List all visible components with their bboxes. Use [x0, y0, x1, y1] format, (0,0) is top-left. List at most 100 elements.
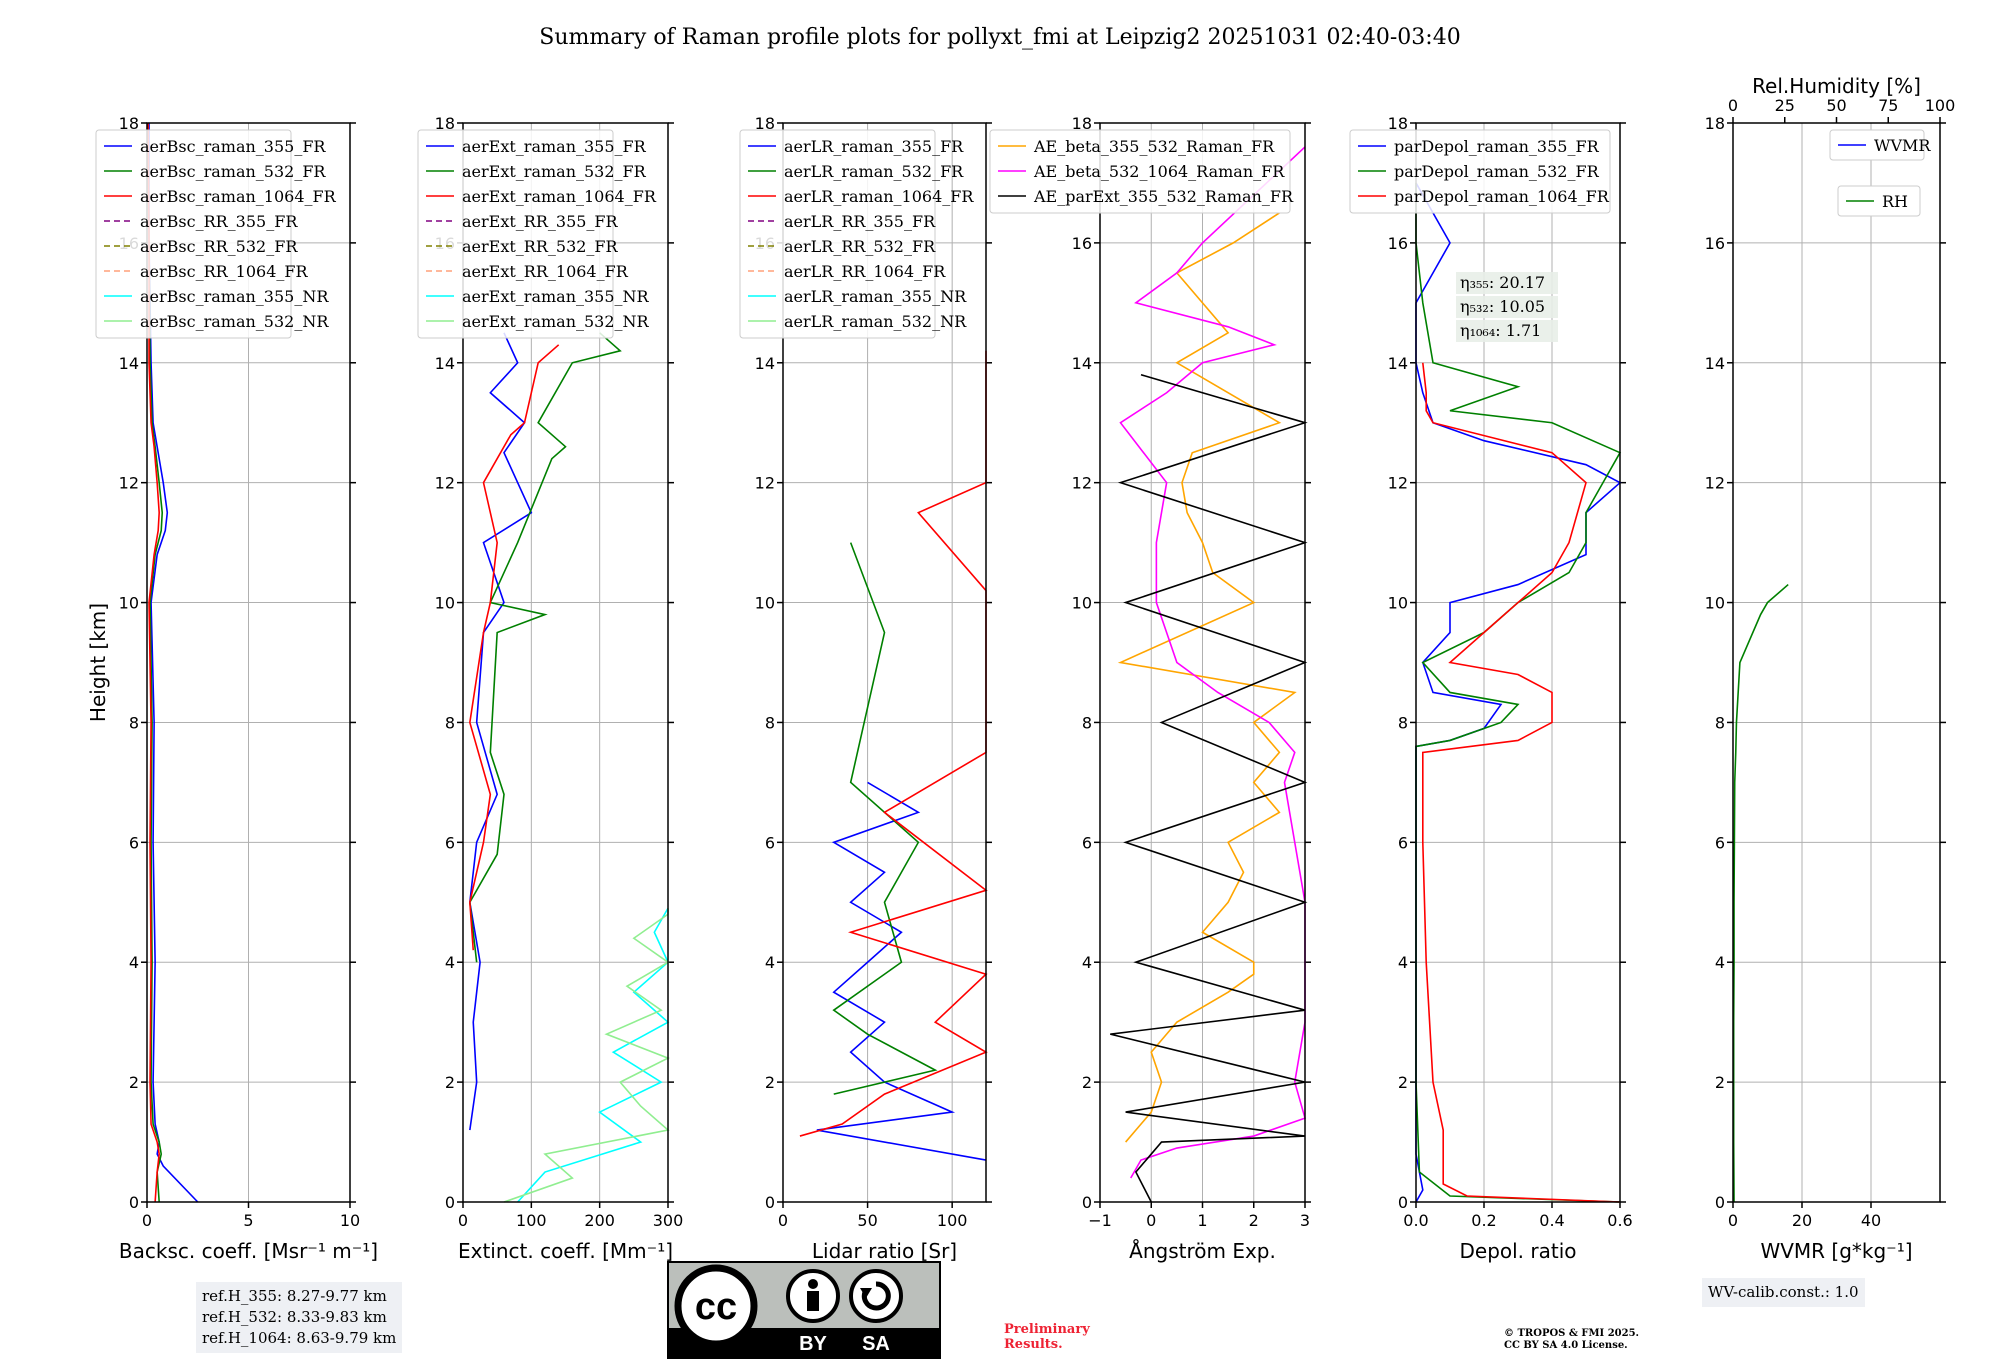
y-tick-label: 0: [445, 1193, 455, 1212]
y-tick-label: 6: [1398, 833, 1408, 852]
legend-box: [417, 129, 614, 339]
by-label: BY: [799, 1333, 827, 1355]
sa-share-icon: [849, 1269, 903, 1323]
legend-entry: parDepol_raman_355_FR: [1394, 137, 1600, 156]
y-tick-label: 18: [435, 114, 455, 133]
legend-entry: aerExt_RR_1064_FR: [462, 262, 629, 281]
legend-entry: aerExt_RR_355_FR: [462, 212, 619, 231]
panel-dep: 0 2 4 6 8 10 12 14 16 18 0.0 0.2 0.4 0.6 Depol. ratio p…: [1349, 114, 1633, 1263]
y-tick-label: 18: [1705, 114, 1725, 133]
axes-frame: [782, 122, 987, 1203]
y-tick-label: 10: [1072, 594, 1092, 613]
axes-frame: [146, 122, 351, 1203]
x-tick-label: 0.6: [1607, 1211, 1632, 1230]
y-tick-label: 14: [1705, 354, 1725, 373]
ref-height-1064: ref.H_1064: 8.63-9.79 km: [202, 1329, 397, 1347]
x-tick-label: 0: [1728, 1211, 1738, 1230]
y-tick-label: 8: [1398, 713, 1408, 732]
x-tick-label: −1: [1088, 1211, 1112, 1230]
y-tick-label: 12: [1705, 474, 1725, 493]
y-tick-label: 12: [1072, 474, 1092, 493]
cc-logo-text: cc: [695, 1286, 737, 1328]
reference-height-box: ref.H_355: 8.27-9.77 km ref.H_532: 8.33-…: [196, 1282, 403, 1353]
legend-entry: WVMR: [1874, 136, 1931, 155]
x-axis-label: Ångström Exp.: [1129, 1239, 1276, 1263]
legend-entry: aerBsc_raman_1064_FR: [140, 187, 337, 206]
cc-license-badge: cc BY SA: [667, 1261, 941, 1359]
x-tick-label: 50: [857, 1211, 877, 1230]
y-tick-label: 2: [129, 1073, 139, 1092]
x-axis-label: Extinct. coeff. [Mm⁻¹]: [458, 1239, 673, 1263]
figure-title: Summary of Raman profile plots for polly…: [539, 25, 1460, 50]
y-tick-label: 2: [765, 1073, 775, 1092]
copyright-note: © TROPOS & FMI 2025. CC BY SA 4.0 Licens…: [1504, 1328, 1640, 1351]
y-tick-label: 4: [445, 953, 455, 972]
y-tick-label: 18: [755, 114, 775, 133]
y-tick-label: 8: [1082, 713, 1092, 732]
sa-label: SA: [862, 1333, 890, 1355]
y-tick-label: 4: [765, 953, 775, 972]
x-tick-label: 0: [778, 1211, 788, 1230]
legend-entry: aerBsc_raman_355_NR: [140, 287, 329, 306]
wv-calibration-box: WV-calib.const.: 1.0: [1702, 1278, 1865, 1307]
y-tick-label: 14: [1072, 354, 1092, 373]
annotation-bg: [1456, 296, 1558, 318]
series-line-parDepol_raman_1064_FR: [1422, 362, 1621, 1203]
x-tick-label: 0: [142, 1211, 152, 1230]
y-tick-label: 0: [1715, 1193, 1725, 1212]
x-tick-label: 20: [1792, 1211, 1812, 1230]
eta-annotation: η₅₃₂: 10.05: [1460, 297, 1545, 316]
y-tick-label: 8: [1715, 713, 1725, 732]
legend-entry: aerLR_raman_532_NR: [784, 312, 967, 331]
x-tick-label: 40: [1861, 1211, 1881, 1230]
y-tick-label: 12: [119, 474, 139, 493]
x2-tick-label: 25: [1775, 96, 1795, 115]
x-tick-label: 0.0: [1403, 1211, 1428, 1230]
y-tick-label: 4: [1082, 953, 1092, 972]
x-tick-label: 5: [243, 1211, 253, 1230]
y-tick-label: 4: [1715, 953, 1725, 972]
y-tick-label: 4: [129, 953, 139, 972]
x-tick-label: 100: [516, 1211, 547, 1230]
legend-entry: aerExt_RR_532_FR: [462, 237, 619, 256]
axes-frame: [1415, 122, 1621, 1203]
legend-entry: aerExt_raman_355_FR: [462, 137, 647, 156]
legend-entry: aerLR_raman_1064_FR: [784, 187, 974, 206]
y-tick-label: 18: [1388, 114, 1408, 133]
y-tick-label: 16: [1072, 234, 1092, 253]
series-line-aerExt_raman_532_NR: [503, 908, 670, 1203]
legend-box: [1829, 129, 1925, 161]
y-tick-label: 18: [1072, 114, 1092, 133]
legend-entry: aerLR_raman_355_NR: [784, 287, 967, 306]
y-tick-label: 6: [765, 833, 775, 852]
series-line-aerBsc_raman_1064_FR: [147, 122, 160, 1203]
y-tick-label: 6: [129, 833, 139, 852]
y-tick-label: 2: [1082, 1073, 1092, 1092]
legend-entry: aerExt_raman_355_NR: [462, 287, 650, 306]
y-tick-label: 10: [1388, 594, 1408, 613]
y-tick-label: 10: [1705, 594, 1725, 613]
y-tick-label: 18: [119, 114, 139, 133]
series-line-aerBsc_raman_532_FR: [147, 122, 164, 1203]
legend-entry: aerLR_RR_355_FR: [784, 212, 936, 231]
x-tick-label: 0.2: [1471, 1211, 1496, 1230]
x2-tick-label: 75: [1878, 96, 1898, 115]
y-tick-label: 12: [435, 474, 455, 493]
y-axis-label: Height [km]: [86, 603, 110, 722]
x2-tick-label: 50: [1826, 96, 1846, 115]
legend-entry: RH: [1882, 192, 1908, 211]
eta-annotation: η₁₀₆₄: 1.71: [1460, 321, 1541, 340]
x2-axis-label: Rel.Humidity [%]: [1752, 74, 1921, 98]
y-tick-label: 2: [1398, 1073, 1408, 1092]
series-line-AE_parExt_355_532_Raman_FR: [1110, 373, 1308, 1203]
series-line-WVMR: [1732, 583, 1789, 1203]
legend-entry: parDepol_raman_1064_FR: [1394, 187, 1610, 206]
legend-entry: aerBsc_RR_1064_FR: [140, 262, 309, 281]
y-tick-label: 14: [755, 354, 775, 373]
y-tick-label: 12: [1388, 474, 1408, 493]
y-tick-label: 12: [755, 474, 775, 493]
panel-lr: 024681012141618050100Lidar ratio [Sr]aer…: [739, 114, 992, 1263]
legend-entry: aerLR_raman_532_FR: [784, 162, 964, 181]
x-tick-label: 100: [937, 1211, 968, 1230]
